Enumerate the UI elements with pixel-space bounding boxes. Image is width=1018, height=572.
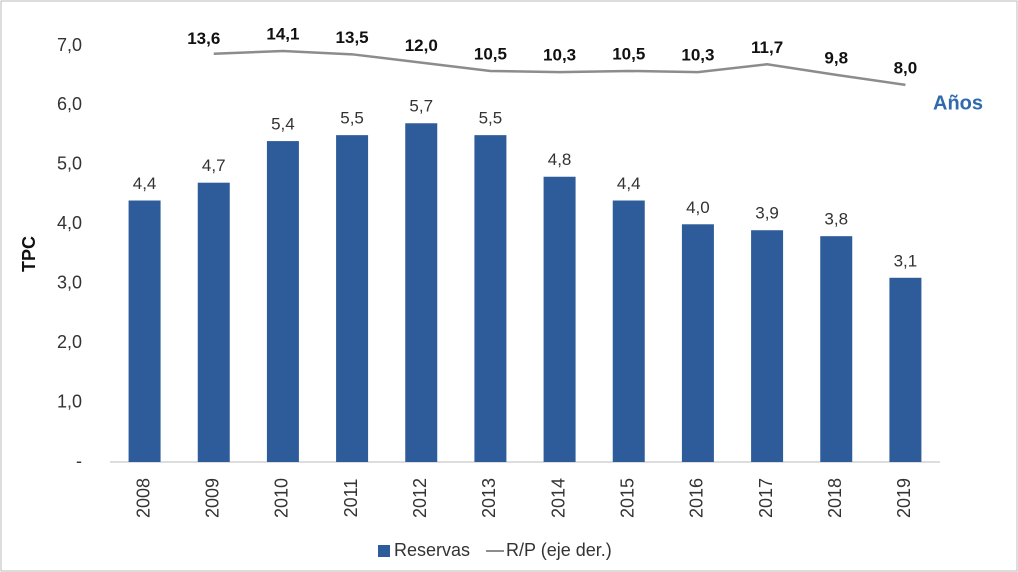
legend-label: R/P (eje der.) xyxy=(506,540,612,560)
line-label: 10,3 xyxy=(681,46,714,65)
bar-label: 5,5 xyxy=(479,109,503,128)
x-tick-label: 2016 xyxy=(687,478,707,518)
x-tick-label: 2017 xyxy=(756,478,776,518)
annotation: Años xyxy=(933,92,983,114)
x-tick-label: 2013 xyxy=(479,478,499,518)
x-tick-label: 2009 xyxy=(203,478,223,518)
line-label: 13,6 xyxy=(187,29,220,48)
line-label: 13,5 xyxy=(336,28,369,47)
bar xyxy=(197,182,230,462)
bar xyxy=(820,236,853,462)
bar xyxy=(336,135,369,462)
y-tick-label: - xyxy=(76,451,82,471)
line-label: 8,0 xyxy=(894,58,918,77)
bar-label: 4,4 xyxy=(617,174,641,193)
line-label: 11,7 xyxy=(751,38,783,57)
bar-label: 5,7 xyxy=(409,97,433,116)
x-tick-label: 2018 xyxy=(825,478,845,518)
x-tick-label: 2008 xyxy=(133,478,153,518)
bar xyxy=(128,200,161,462)
x-tick-label: 2010 xyxy=(272,478,292,518)
y-tick-label: 4,0 xyxy=(57,213,82,233)
y-tick-label: 6,0 xyxy=(57,94,82,114)
line-label: 10,3 xyxy=(543,46,576,65)
bar xyxy=(889,277,922,462)
line-label: 10,5 xyxy=(474,44,507,63)
x-tick-label: 2015 xyxy=(618,478,638,518)
line-label: 12,0 xyxy=(405,36,438,55)
y-tick-label: 5,0 xyxy=(57,154,82,174)
bar xyxy=(543,176,576,462)
bar-label: 4,7 xyxy=(202,156,226,175)
bar xyxy=(474,135,507,462)
bar xyxy=(681,224,714,462)
y-axis-label: TPC xyxy=(19,236,39,272)
legend-label: Reservas xyxy=(394,540,470,560)
bar-label: 3,9 xyxy=(755,204,779,223)
x-tick-label: 2019 xyxy=(894,478,914,518)
bar-label: 4,8 xyxy=(548,150,572,169)
y-tick-label: 2,0 xyxy=(57,332,82,352)
x-tick-label: 2012 xyxy=(410,478,430,518)
x-tick-label: 2014 xyxy=(548,478,568,518)
bar xyxy=(405,123,438,462)
x-tick-label: 2011 xyxy=(341,479,361,518)
line-label: 14,1 xyxy=(266,24,299,43)
y-tick-label: 1,0 xyxy=(57,391,82,411)
bar-label: 5,4 xyxy=(271,115,295,134)
y-tick-label: 7,0 xyxy=(57,35,82,55)
line-label: 9,8 xyxy=(824,48,848,67)
bar xyxy=(266,141,299,463)
bar xyxy=(612,200,645,462)
bar xyxy=(751,230,784,462)
bar-label: 5,5 xyxy=(340,109,364,128)
line xyxy=(213,49,906,87)
bar-label: 4,4 xyxy=(133,174,157,193)
legend-swatch xyxy=(378,545,390,557)
bar-label: 3,8 xyxy=(824,210,848,229)
line-label: 10,5 xyxy=(612,44,645,63)
bar-label: 3,1 xyxy=(894,251,918,270)
bar-label: 4,0 xyxy=(686,198,710,217)
y-tick-label: 3,0 xyxy=(57,272,82,292)
